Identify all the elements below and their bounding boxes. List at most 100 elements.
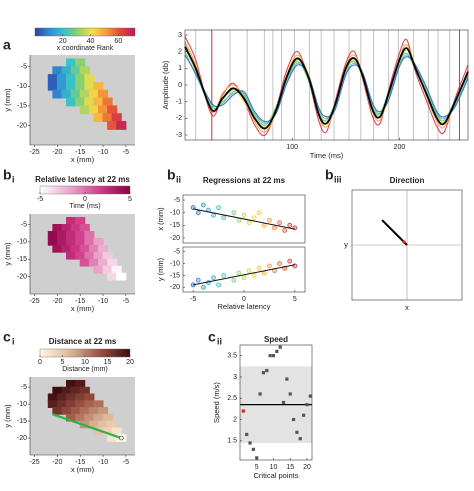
- map-cell: [61, 224, 72, 232]
- y-tick-label: -5: [174, 197, 180, 204]
- map-cell: [52, 66, 63, 76]
- y-tick-label: 3: [233, 374, 237, 381]
- map-cell: [70, 407, 81, 415]
- x-axis-label: Time (ms): [310, 151, 344, 160]
- map-cell: [66, 81, 77, 91]
- scatter-point: [281, 400, 286, 405]
- map-cell: [107, 258, 118, 267]
- map-cell: [70, 244, 81, 253]
- chart-title: Relative latency at 22 ms: [35, 175, 130, 184]
- map-cell: [75, 97, 86, 107]
- y-tick-label: 2: [178, 49, 182, 56]
- map-cell: [66, 379, 77, 388]
- map-cell: [61, 244, 72, 253]
- map-cell: [107, 420, 118, 429]
- scatter-point: [258, 392, 262, 396]
- y-axis-label: Speed (m/s): [212, 382, 221, 423]
- scatter-point: [236, 270, 242, 276]
- x-axis-label: Relative latency: [218, 302, 271, 311]
- scatter-point: [231, 277, 237, 283]
- map-cell: [84, 237, 95, 246]
- map-cell: [84, 393, 95, 402]
- x-tick-label: 5: [255, 464, 259, 471]
- y-tick-label: -15: [170, 222, 180, 229]
- x-tick-label: -5: [123, 459, 129, 466]
- y-tick-label: -5: [21, 64, 27, 71]
- map-cell: [52, 407, 63, 415]
- scatter-point: [267, 217, 272, 223]
- map-cell: [66, 393, 77, 402]
- x-tick-label: 0: [242, 296, 246, 303]
- scatter-point: [261, 222, 267, 228]
- scatter-point: [287, 222, 293, 228]
- panel-sublabel: i: [12, 336, 15, 346]
- x-tick-label: -5: [123, 149, 129, 156]
- colorbar-tick-label: 20: [126, 359, 134, 366]
- map-cell: [52, 224, 63, 232]
- map-cell: [84, 251, 95, 260]
- scatter-point: [285, 377, 289, 381]
- map-cell: [66, 230, 77, 239]
- scatter-point: [272, 225, 277, 231]
- scatter-point: [302, 413, 306, 417]
- map-cell: [98, 244, 109, 253]
- map-cell: [102, 251, 113, 260]
- y-tick-label: -15: [17, 418, 27, 425]
- scatter-point: [277, 261, 282, 266]
- map-cell: [102, 265, 113, 274]
- x-tick-label: -5: [190, 296, 196, 303]
- map-cell: [79, 66, 90, 76]
- map-cell: [107, 272, 118, 281]
- y-tick-label: 2.5: [227, 395, 237, 402]
- y-tick-label: 1.5: [227, 438, 237, 445]
- y-axis-label: y (mm): [156, 257, 165, 281]
- map-cell: [79, 386, 90, 395]
- map-cell: [79, 258, 90, 267]
- map-cell: [75, 400, 86, 408]
- colorbar-tick-label: 10: [81, 359, 89, 366]
- vector-origin: [402, 240, 406, 244]
- map-cell: [102, 413, 113, 422]
- x-tick-label: 15: [286, 464, 294, 471]
- map-cell: [84, 81, 95, 91]
- y-tick-label: -15: [170, 272, 180, 279]
- map-cell: [75, 251, 86, 260]
- x-tick-label: 20: [303, 464, 311, 471]
- scatter-point: [287, 258, 293, 264]
- scatter-point: [267, 263, 272, 269]
- y-tick-label: -5: [174, 249, 180, 256]
- map-cell: [84, 74, 95, 83]
- x-tick-label: -10: [98, 149, 108, 156]
- chart-title: Direction: [390, 176, 425, 185]
- map-cell: [111, 265, 122, 274]
- map-cell: [98, 105, 109, 115]
- scatter-point: [295, 430, 299, 434]
- map-cell: [47, 81, 58, 91]
- y-axis-label: y (mm): [3, 404, 12, 428]
- scatter-point: [275, 349, 279, 353]
- scatter-point: [288, 392, 292, 396]
- x-axis-label: x: [405, 303, 409, 312]
- map-cell: [47, 400, 58, 408]
- x-tick-label: 5: [293, 296, 297, 303]
- map-cell: [98, 420, 109, 429]
- map-cell: [56, 230, 67, 239]
- scatter-point: [241, 212, 247, 218]
- x-tick-label: 10: [270, 464, 278, 471]
- y-tick-label: -5: [21, 384, 27, 391]
- scatter-point: [251, 447, 255, 451]
- colorbar-tick-label: 60: [114, 38, 122, 45]
- x-tick-label: -20: [52, 298, 62, 305]
- scatter-point: [231, 210, 237, 216]
- map-cell: [47, 74, 58, 83]
- map-cell: [61, 89, 72, 99]
- y-tick-label: -20: [17, 122, 27, 129]
- map-cell: [61, 407, 72, 415]
- map-cell: [52, 386, 63, 395]
- y-axis-label: x (mm): [156, 207, 165, 231]
- map-cell: [84, 413, 95, 422]
- fit-line: [193, 208, 295, 230]
- x-tick-label: -10: [98, 459, 108, 466]
- map-cell: [47, 230, 58, 239]
